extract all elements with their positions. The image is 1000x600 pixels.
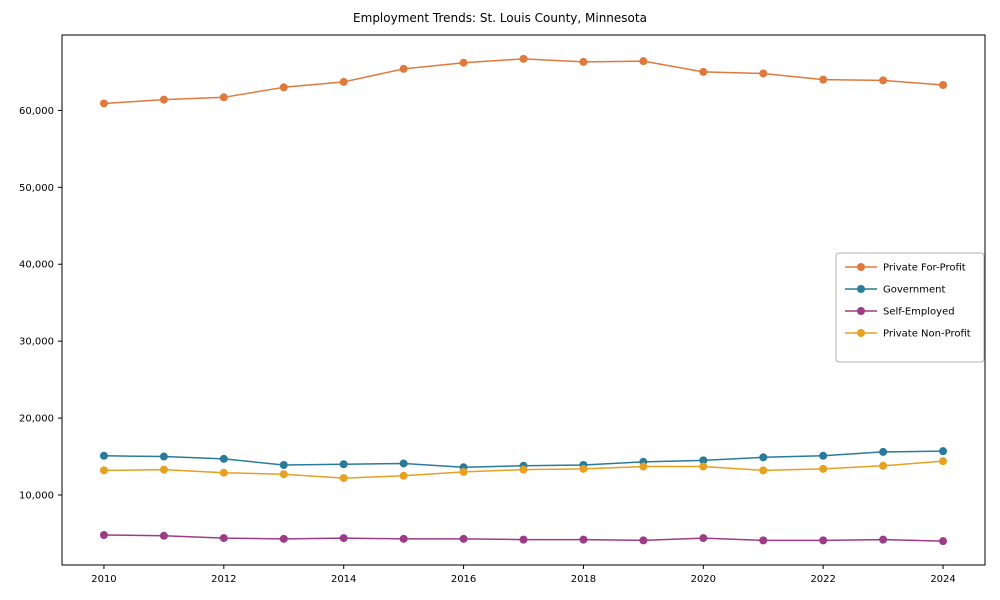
data-point-self-employed (219, 534, 228, 543)
data-point-private-non-profit (99, 466, 108, 475)
data-point-private-non-profit (399, 471, 408, 480)
data-point-private-for-profit (939, 81, 948, 89)
data-point-government (99, 451, 108, 460)
x-tick-label: 2022 (810, 574, 835, 585)
data-point-self-employed (519, 535, 528, 544)
data-point-private-non-profit (819, 464, 828, 473)
data-point-self-employed (759, 536, 768, 545)
y-tick-label: 30,000 (19, 337, 54, 348)
x-tick-label: 2014 (331, 574, 356, 585)
data-point-private-for-profit (399, 64, 408, 73)
data-point-private-non-profit (459, 467, 468, 476)
data-point-private-non-profit (759, 466, 768, 475)
legend-label: Self-Employed (883, 307, 955, 318)
legend-marker (857, 329, 865, 337)
data-point-private-non-profit (279, 470, 288, 479)
data-point-self-employed (459, 534, 468, 543)
data-point-government (339, 460, 348, 469)
data-point-private-non-profit (159, 465, 168, 474)
y-tick-label: 20,000 (19, 414, 54, 425)
data-point-self-employed (159, 531, 168, 540)
data-point-private-for-profit (459, 58, 468, 67)
data-point-government (159, 452, 168, 461)
data-point-self-employed (99, 531, 108, 539)
x-tick-label: 2010 (91, 574, 116, 585)
data-point-private-for-profit (159, 95, 168, 104)
data-point-self-employed (939, 537, 948, 546)
chart-title: Employment Trends: St. Louis County, Min… (353, 11, 647, 25)
y-tick-label: 60,000 (19, 106, 54, 117)
legend-marker (857, 285, 865, 293)
data-point-self-employed (879, 535, 888, 544)
y-tick-label: 50,000 (19, 183, 54, 194)
series-line-private-for-profit (103, 58, 944, 105)
legend-frame (835, 252, 985, 363)
x-tick-label: 2020 (691, 574, 716, 585)
data-point-government (939, 447, 948, 456)
data-point-private-for-profit (819, 75, 828, 84)
legend: Private For-Profit Government Self-Employe… (835, 252, 985, 363)
data-point-private-non-profit (939, 457, 948, 466)
data-point-self-employed (819, 536, 828, 545)
data-point-private-non-profit (219, 468, 228, 477)
y-tick-label: 10,000 (19, 491, 54, 502)
data-point-private-non-profit (639, 462, 648, 471)
data-point-private-non-profit (519, 465, 528, 474)
y-tick-label: 40,000 (19, 260, 54, 271)
data-point-government (699, 456, 708, 465)
data-point-private-for-profit (519, 54, 528, 63)
legend-label: Government (883, 285, 945, 296)
data-point-private-for-profit (99, 99, 108, 108)
x-tick-label: 2012 (211, 574, 236, 585)
data-point-private-for-profit (339, 77, 348, 86)
data-point-private-non-profit (579, 464, 588, 473)
data-point-self-employed (639, 536, 648, 545)
data-point-private-non-profit (879, 461, 888, 470)
x-tick-label: 2018 (571, 574, 596, 585)
plot-area: 10,000 20,000 30,000 40,000 50,000 60,000 2010… (19, 34, 986, 585)
x-tick-label: 2024 (930, 574, 955, 585)
data-point-government (279, 461, 288, 469)
data-point-private-for-profit (219, 93, 228, 102)
data-point-self-employed (699, 534, 708, 543)
legend-label: Private Non-Profit (883, 329, 971, 340)
data-point-private-for-profit (759, 69, 768, 78)
legend-marker (857, 263, 865, 271)
data-point-self-employed (279, 534, 288, 543)
data-point-private-for-profit (279, 83, 288, 92)
legend-label: Private For-Profit (883, 263, 966, 274)
data-point-private-for-profit (579, 57, 588, 66)
data-point-government (879, 447, 888, 456)
data-point-private-for-profit (639, 57, 648, 66)
data-point-self-employed (339, 534, 348, 543)
data-point-self-employed (579, 535, 588, 544)
data-point-private-non-profit (699, 462, 708, 471)
data-point-private-non-profit (339, 474, 348, 483)
data-point-government (819, 451, 828, 460)
data-point-self-employed (399, 534, 408, 543)
axes-frame (61, 34, 986, 566)
data-point-government (759, 453, 768, 462)
data-point-government (219, 454, 228, 463)
data-point-government (399, 459, 408, 468)
legend-marker (857, 307, 865, 315)
x-tick-label: 2016 (451, 574, 476, 585)
data-point-private-for-profit (699, 67, 708, 76)
data-point-private-for-profit (879, 76, 888, 85)
